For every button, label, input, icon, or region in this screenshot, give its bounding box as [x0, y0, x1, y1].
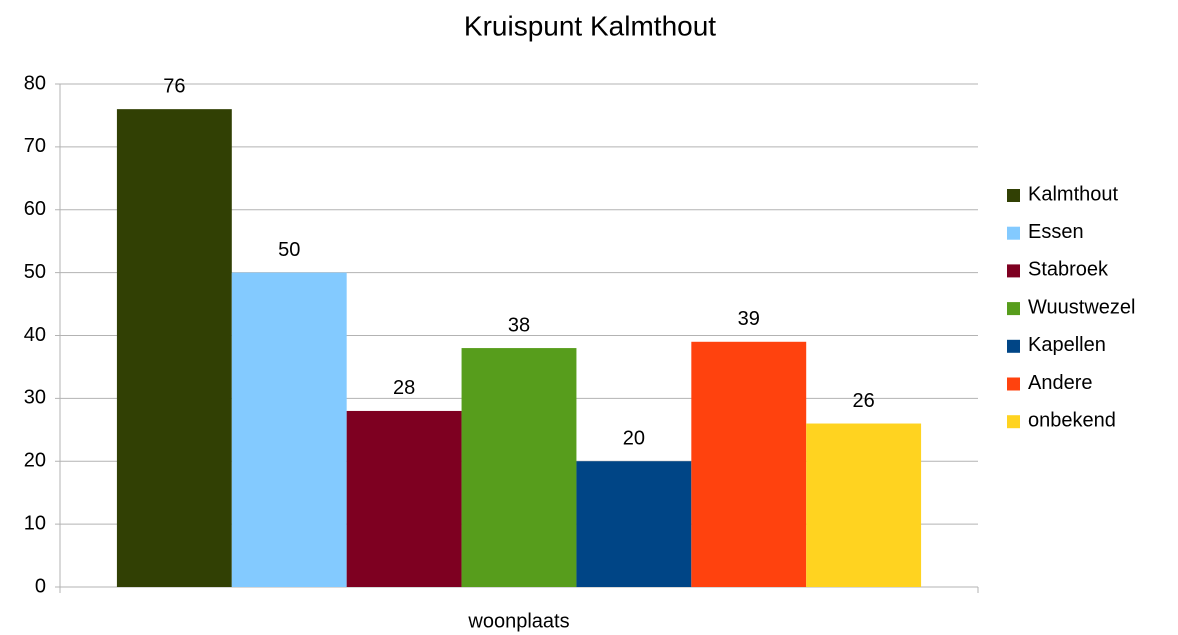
y-tick-label: 80	[24, 72, 46, 94]
data-label: 50	[278, 239, 300, 261]
y-tick-label: 70	[24, 135, 46, 157]
data-label: 39	[738, 308, 760, 330]
y-tick-label: 60	[24, 198, 46, 220]
data-label: 38	[508, 314, 530, 336]
y-tick-label: 0	[35, 575, 46, 597]
y-tick-label: 40	[24, 324, 46, 346]
legend-swatch	[1007, 226, 1020, 240]
bar	[691, 341, 807, 587]
bar	[346, 410, 462, 587]
chart-title: Kruispunt Kalmthout	[464, 10, 716, 41]
bar	[806, 423, 922, 587]
bar	[461, 348, 577, 587]
x-tick-label: woonplaats	[467, 610, 569, 632]
y-tick-label: 50	[24, 261, 46, 283]
legend-label: Stabroek	[1028, 259, 1109, 281]
legend-swatch	[1007, 189, 1020, 202]
legend-label: Andere	[1028, 372, 1093, 394]
legend-label: Kalmthout	[1028, 183, 1118, 205]
legend-label: Kapellen	[1028, 334, 1106, 356]
legend-swatch	[1007, 302, 1020, 316]
legend-label: onbekend	[1028, 409, 1116, 431]
y-tick-label: 20	[24, 450, 46, 472]
legend-swatch	[1007, 264, 1020, 278]
y-tick-label: 30	[24, 387, 46, 409]
y-tick-label: 10	[24, 512, 46, 534]
legend-swatch	[1007, 415, 1020, 429]
legend-label: Wuustwezel	[1028, 296, 1135, 318]
bar	[576, 461, 692, 587]
legend-label: Essen	[1028, 221, 1084, 243]
legend-swatch	[1007, 339, 1020, 353]
bar	[231, 272, 347, 587]
legend-swatch	[1007, 377, 1020, 391]
bar	[116, 109, 232, 588]
data-label: 28	[393, 377, 415, 399]
data-label: 26	[853, 390, 875, 412]
data-label: 76	[163, 75, 185, 97]
data-label: 20	[623, 428, 645, 450]
